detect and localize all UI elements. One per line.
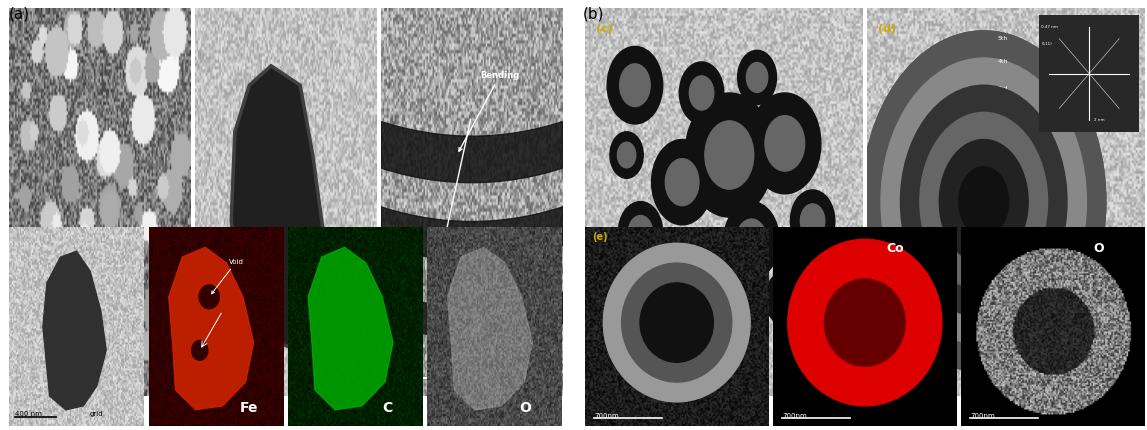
- Circle shape: [788, 240, 942, 406]
- Circle shape: [801, 204, 825, 239]
- Circle shape: [774, 284, 796, 314]
- Text: Co: Co: [887, 242, 905, 255]
- Text: 700nm: 700nm: [970, 412, 996, 418]
- Text: 1 μm: 1 μm: [602, 371, 621, 380]
- Text: 700nm: 700nm: [594, 412, 619, 418]
- Circle shape: [790, 190, 835, 252]
- Circle shape: [736, 220, 767, 262]
- Circle shape: [629, 216, 653, 250]
- Polygon shape: [42, 252, 107, 410]
- Text: 200 nm: 200 nm: [884, 371, 913, 380]
- Text: C: C: [382, 400, 392, 414]
- Text: 2 μm: 2 μm: [16, 367, 36, 376]
- Text: O: O: [1093, 242, 1103, 255]
- Circle shape: [861, 32, 1106, 372]
- Circle shape: [765, 272, 804, 326]
- Ellipse shape: [200, 285, 219, 309]
- Circle shape: [920, 113, 1047, 291]
- Ellipse shape: [192, 341, 208, 360]
- Circle shape: [724, 202, 779, 280]
- Circle shape: [861, 32, 1106, 372]
- Circle shape: [603, 244, 750, 402]
- Text: (e): (e): [592, 232, 608, 242]
- Text: 700nm: 700nm: [782, 412, 807, 418]
- Text: (d): (d): [879, 24, 896, 34]
- Text: 1st: 1st: [998, 144, 1007, 149]
- Text: 3rd: 3rd: [998, 86, 1008, 91]
- Text: (a): (a): [9, 6, 30, 22]
- Circle shape: [881, 59, 1086, 345]
- Circle shape: [665, 160, 699, 206]
- Circle shape: [640, 283, 713, 362]
- Text: O: O: [518, 400, 531, 414]
- Circle shape: [900, 86, 1067, 318]
- Text: Void: Void: [211, 258, 244, 294]
- Text: Fe: Fe: [240, 400, 259, 414]
- Circle shape: [679, 63, 724, 125]
- Circle shape: [738, 51, 777, 105]
- Circle shape: [765, 117, 805, 172]
- Circle shape: [618, 202, 663, 264]
- Circle shape: [622, 264, 732, 382]
- Circle shape: [685, 264, 735, 334]
- Polygon shape: [232, 67, 326, 349]
- Circle shape: [749, 94, 821, 194]
- Circle shape: [689, 77, 713, 111]
- Polygon shape: [169, 248, 253, 410]
- Polygon shape: [447, 248, 532, 410]
- Text: (b): (b): [583, 6, 604, 22]
- Circle shape: [617, 143, 635, 169]
- Circle shape: [825, 280, 905, 366]
- Circle shape: [607, 47, 663, 125]
- Circle shape: [747, 63, 767, 93]
- Text: Bending: Bending: [459, 71, 520, 152]
- Circle shape: [685, 94, 774, 218]
- Circle shape: [959, 167, 1008, 237]
- Text: grid: grid: [89, 410, 103, 416]
- Text: 400 nm: 400 nm: [15, 410, 41, 416]
- Circle shape: [939, 140, 1028, 264]
- Circle shape: [651, 140, 712, 225]
- Text: 2nd: 2nd: [998, 113, 1009, 118]
- Text: (c): (c): [596, 24, 612, 34]
- Polygon shape: [309, 248, 393, 410]
- Text: 4th: 4th: [998, 59, 1008, 64]
- Circle shape: [696, 280, 724, 318]
- Text: 100 nm: 100 nm: [388, 367, 418, 376]
- Circle shape: [705, 122, 754, 190]
- Circle shape: [610, 132, 643, 179]
- Text: 500 nm: 500 nm: [210, 367, 239, 376]
- Text: 5th: 5th: [998, 36, 1008, 40]
- Circle shape: [619, 64, 650, 107]
